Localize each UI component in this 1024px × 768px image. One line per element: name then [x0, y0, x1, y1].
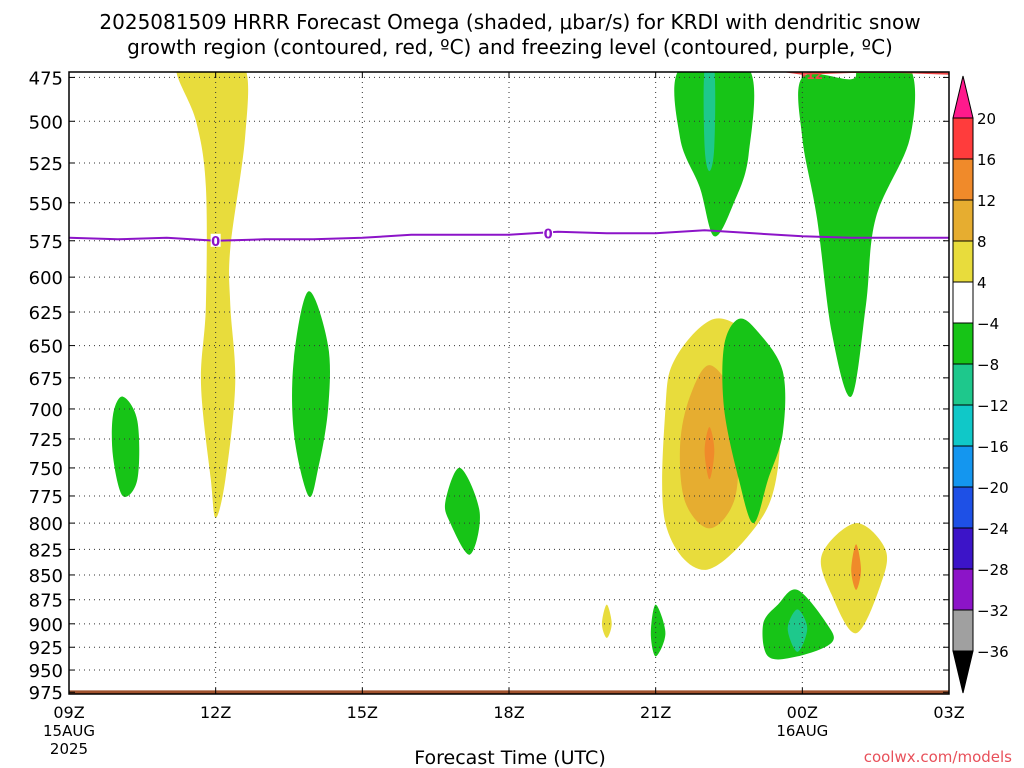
y-tick-label: 725: [29, 430, 63, 451]
colorbar-segment: [952, 445, 974, 488]
y-tick-label: 675: [29, 369, 63, 390]
dgz-contour-line: [781, 72, 949, 75]
colorbar-level-label: −24: [977, 520, 1009, 538]
colorbar-level-label: −16: [977, 438, 1009, 456]
x-tick-label: 15Z: [347, 703, 378, 722]
chart-title-line2: growth region (contoured, red, ºC) and f…: [127, 35, 893, 59]
colorbar-level-label: −36: [977, 643, 1009, 661]
colorbar-level-label: 4: [977, 274, 987, 292]
colorbar-level-label: −28: [977, 561, 1009, 579]
x-tick-date-label: 16AUG: [776, 722, 828, 740]
y-tick-label: 525: [29, 154, 63, 175]
x-axis-label: Forecast Time (UTC): [414, 747, 605, 768]
colorbar-level-label: 8: [977, 233, 987, 251]
colorbar-segment: [952, 363, 974, 406]
x-tick-label: 21Z: [640, 703, 671, 722]
omega-region-16: [787, 609, 808, 652]
omega-region-8: [703, 72, 716, 172]
omega-region-3: [704, 427, 715, 480]
x-tick-label: 00Z: [787, 703, 818, 722]
x-tick-label: 03Z: [933, 703, 964, 722]
x-tick-label: 18Z: [493, 703, 524, 722]
x-tick-date-label: 15AUG: [43, 722, 95, 740]
freezing-level-label-bg: [210, 233, 221, 247]
colorbar-segment: [952, 609, 974, 652]
y-tick-label: 625: [29, 303, 63, 324]
colorbar-segment: [952, 281, 974, 324]
y-tick-label: 475: [29, 68, 63, 89]
omega-region-9: [798, 72, 916, 397]
y-tick-label: 900: [29, 615, 63, 636]
x-tick-label: 12Z: [200, 703, 231, 722]
credit-text: coolwx.com/models: [864, 748, 1012, 766]
colorbar-level-label: −4: [977, 315, 999, 333]
colorbar-segment: [952, 158, 974, 201]
y-tick-label: 875: [29, 591, 63, 612]
omega-region-0: [176, 72, 249, 518]
colorbar-level-label: −8: [977, 356, 999, 374]
y-tick-label: 850: [29, 566, 63, 587]
omega-region-5: [851, 544, 861, 590]
y-tick-label: 775: [29, 487, 63, 508]
omega-region-13: [444, 467, 480, 555]
y-tick-label: 825: [29, 540, 63, 561]
colorbar-segment: [952, 486, 974, 529]
omega-region-7: [674, 72, 755, 237]
omega-region-6: [601, 604, 612, 638]
colorbar-segment: [952, 322, 974, 365]
colorbar-segment: [952, 568, 974, 611]
colorbar-level-label: −32: [977, 602, 1009, 620]
omega-region-10: [722, 318, 786, 524]
y-tick-label: 800: [29, 514, 63, 535]
y-tick-label: 950: [29, 661, 63, 682]
colorbar-segment: [952, 117, 974, 160]
y-tick-label: 575: [29, 232, 63, 253]
y-tick-label: 500: [29, 112, 63, 133]
colorbar-level-label: 12: [977, 192, 996, 210]
y-tick-label: 700: [29, 400, 63, 421]
colorbar-level-label: −12: [977, 397, 1009, 415]
colorbar-segment: [952, 404, 974, 447]
y-tick-label: 650: [29, 337, 63, 358]
x-tick-year-label: 2025: [50, 740, 88, 758]
freezing-level-label: 0: [544, 227, 553, 242]
colorbar-level-label: 16: [977, 151, 996, 169]
omega-region-14: [650, 604, 666, 657]
omega-region-11: [111, 396, 140, 497]
y-tick-label: 550: [29, 194, 63, 215]
dgz-contour-label: -12: [801, 68, 823, 82]
freezing-level-label: 0: [211, 235, 220, 250]
y-tick-label: 925: [29, 638, 63, 659]
colorbar-top-arrow: [952, 75, 974, 119]
y-tick-label: 975: [29, 683, 63, 704]
y-tick-label: 750: [29, 459, 63, 480]
colorbar-segment: [952, 199, 974, 242]
y-tick-label: 600: [29, 268, 63, 289]
colorbar-segment: [952, 527, 974, 570]
colorbar-level-label: 20: [977, 110, 996, 128]
x-tick-label: 09Z: [53, 703, 84, 722]
colorbar-segment: [952, 240, 974, 283]
colorbar-level-label: −20: [977, 479, 1009, 497]
chart-title-line1: 2025081509 HRRR Forecast Omega (shaded, …: [99, 10, 920, 34]
freezing-level-label-bg: [543, 226, 554, 240]
omega-region-12: [292, 291, 330, 498]
colorbar-bottom-arrow: [952, 650, 974, 694]
